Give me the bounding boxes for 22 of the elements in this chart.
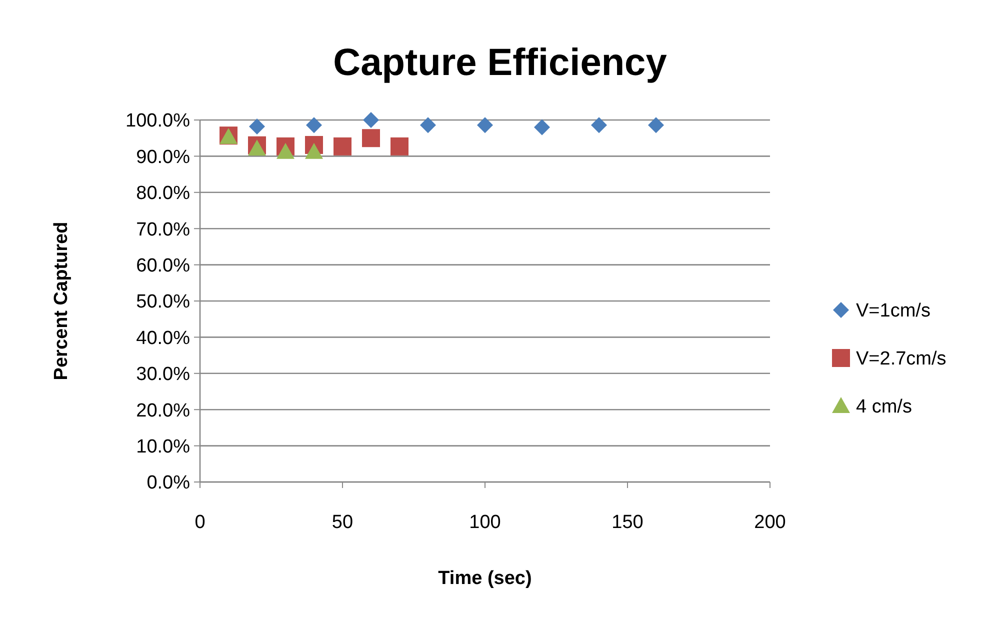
y-tick-label: 20.0% bbox=[136, 400, 190, 422]
legend-label: 4 cm/s bbox=[856, 396, 912, 418]
legend-label: V=1cm/s bbox=[856, 300, 930, 322]
x-tick-label: 50 bbox=[332, 512, 354, 533]
y-tick-label: 80.0% bbox=[136, 183, 190, 204]
y-tick-label: 60.0% bbox=[136, 255, 190, 276]
y-tick-label: 90.0% bbox=[136, 146, 190, 168]
y-tick-label: 100.0% bbox=[126, 110, 190, 132]
y-tick-label: 70.0% bbox=[136, 219, 190, 240]
x-tick-label: 100 bbox=[469, 512, 501, 533]
y-tick-label: 50.0% bbox=[136, 292, 190, 313]
x-tick-label: 150 bbox=[612, 512, 644, 533]
y-tick-label: 40.0% bbox=[136, 328, 190, 349]
y-axis-title: Percent Captured bbox=[51, 222, 72, 380]
x-axis-title: Time (sec) bbox=[438, 568, 532, 589]
x-tick-label: 0 bbox=[194, 512, 206, 533]
x-tick-label: 200 bbox=[754, 512, 786, 533]
y-tick-label: 10.0% bbox=[136, 436, 190, 458]
legend-label: V=2.7cm/s bbox=[856, 348, 946, 370]
chart-title: Capture Efficiency bbox=[333, 42, 667, 84]
y-tick-label: 0.0% bbox=[146, 472, 190, 494]
y-tick-label: 30.0% bbox=[136, 364, 190, 386]
